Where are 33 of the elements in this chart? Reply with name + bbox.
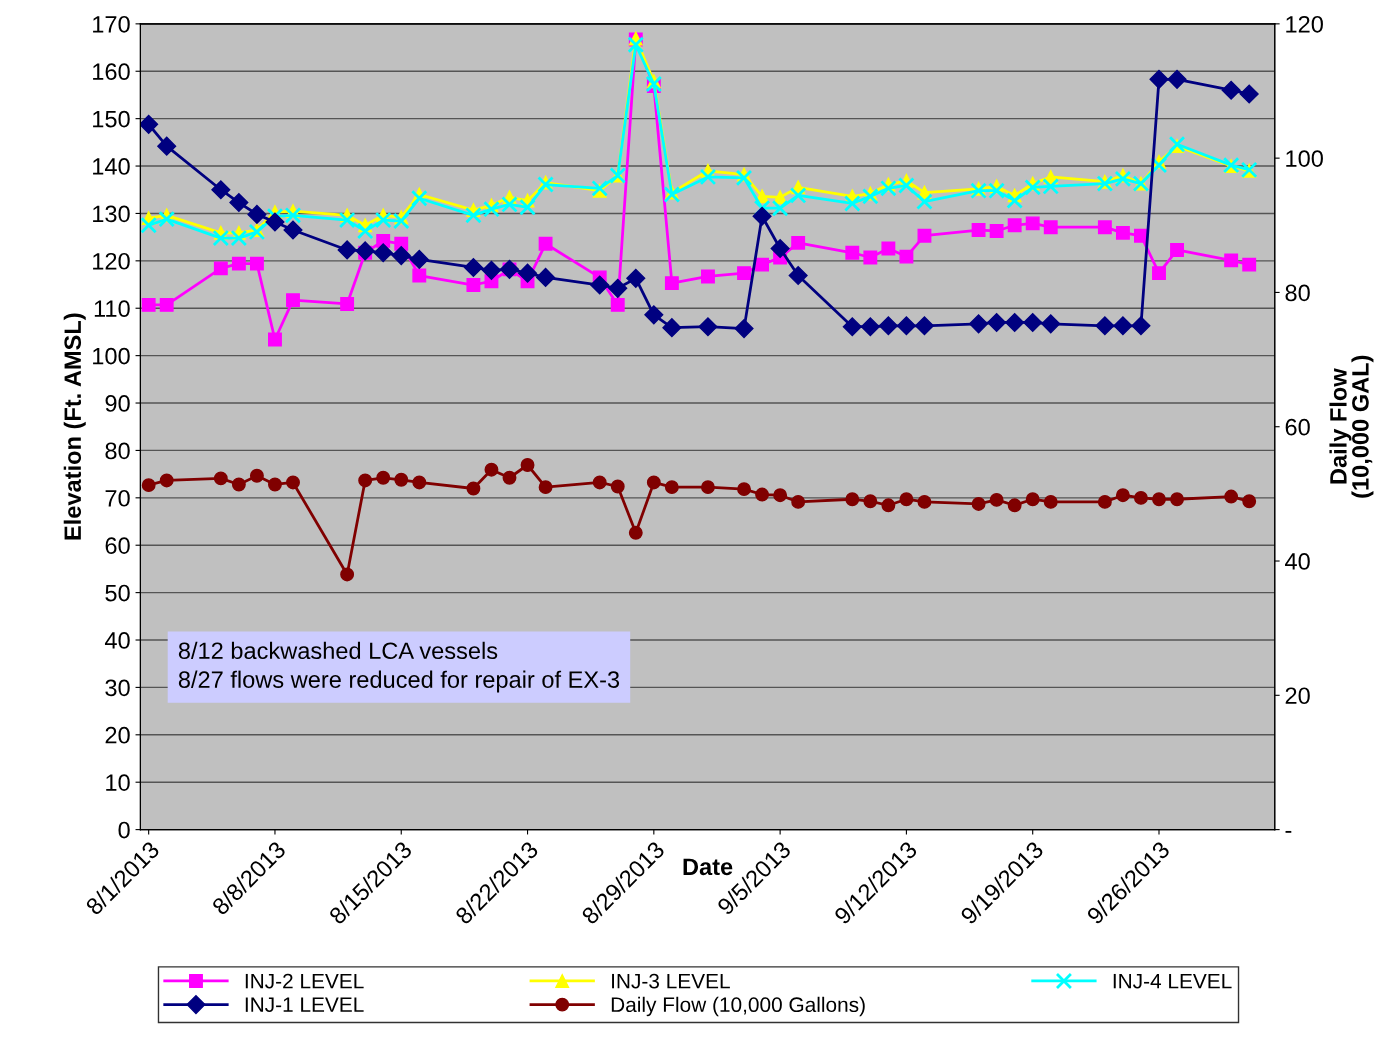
y-tick-label: 60 [105, 537, 130, 555]
legend-label: INJ-4 LEVEL [1113, 973, 1232, 989]
annotation: 8/12 backwashed LCA vessels 8/27 flows were reduced for repair of EX-3 [178, 641, 620, 693]
y2-tick-label: 80 [1285, 284, 1310, 302]
y-tick-label: 90 [105, 395, 130, 412]
y-tick-label: 20 [105, 726, 130, 744]
legend-label: Daily Flow (10,000 Gallons) [611, 996, 865, 1017]
y2-tick-label: 120 [1286, 15, 1323, 33]
legend-label: INJ-2 LEVEL [245, 973, 364, 989]
y-tick-label: 130 [93, 205, 130, 223]
legend-label: INJ-1 LEVEL [245, 997, 364, 1013]
y-tick-label: 10 [106, 774, 130, 791]
y-tick-label: 120 [93, 252, 130, 270]
y-tick-label: 170 [93, 15, 130, 33]
y-tick-label: 40 [104, 632, 130, 649]
y-tick-label: 80 [105, 442, 130, 460]
y2-axis-title: Daily Flow (10,000 GAL) [1329, 355, 1374, 498]
y2-tick-label: 20 [1285, 687, 1310, 705]
legend-label: INJ-3 LEVEL [612, 973, 730, 989]
y-tick-label: 140 [93, 158, 130, 175]
y2-tick-label: 60 [1285, 418, 1310, 436]
y-tick-label: 100 [93, 347, 130, 365]
y-tick-label: 110 [94, 300, 130, 318]
y2-tick-label: 100 [1286, 150, 1323, 167]
y-tick-label: 70 [105, 489, 130, 507]
y-axis-title: Elevation (Ft. AMSL) [63, 313, 86, 540]
y-tick-label: 50 [105, 584, 130, 602]
y2-tick-label: - [1285, 830, 1292, 833]
y2-tick-label: 40 [1285, 553, 1310, 570]
y-tick-label: 160 [93, 63, 130, 81]
y-tick-label: 0 [118, 821, 130, 839]
y-tick-label: 30 [105, 679, 130, 697]
y-tick-label: 150 [93, 110, 130, 128]
